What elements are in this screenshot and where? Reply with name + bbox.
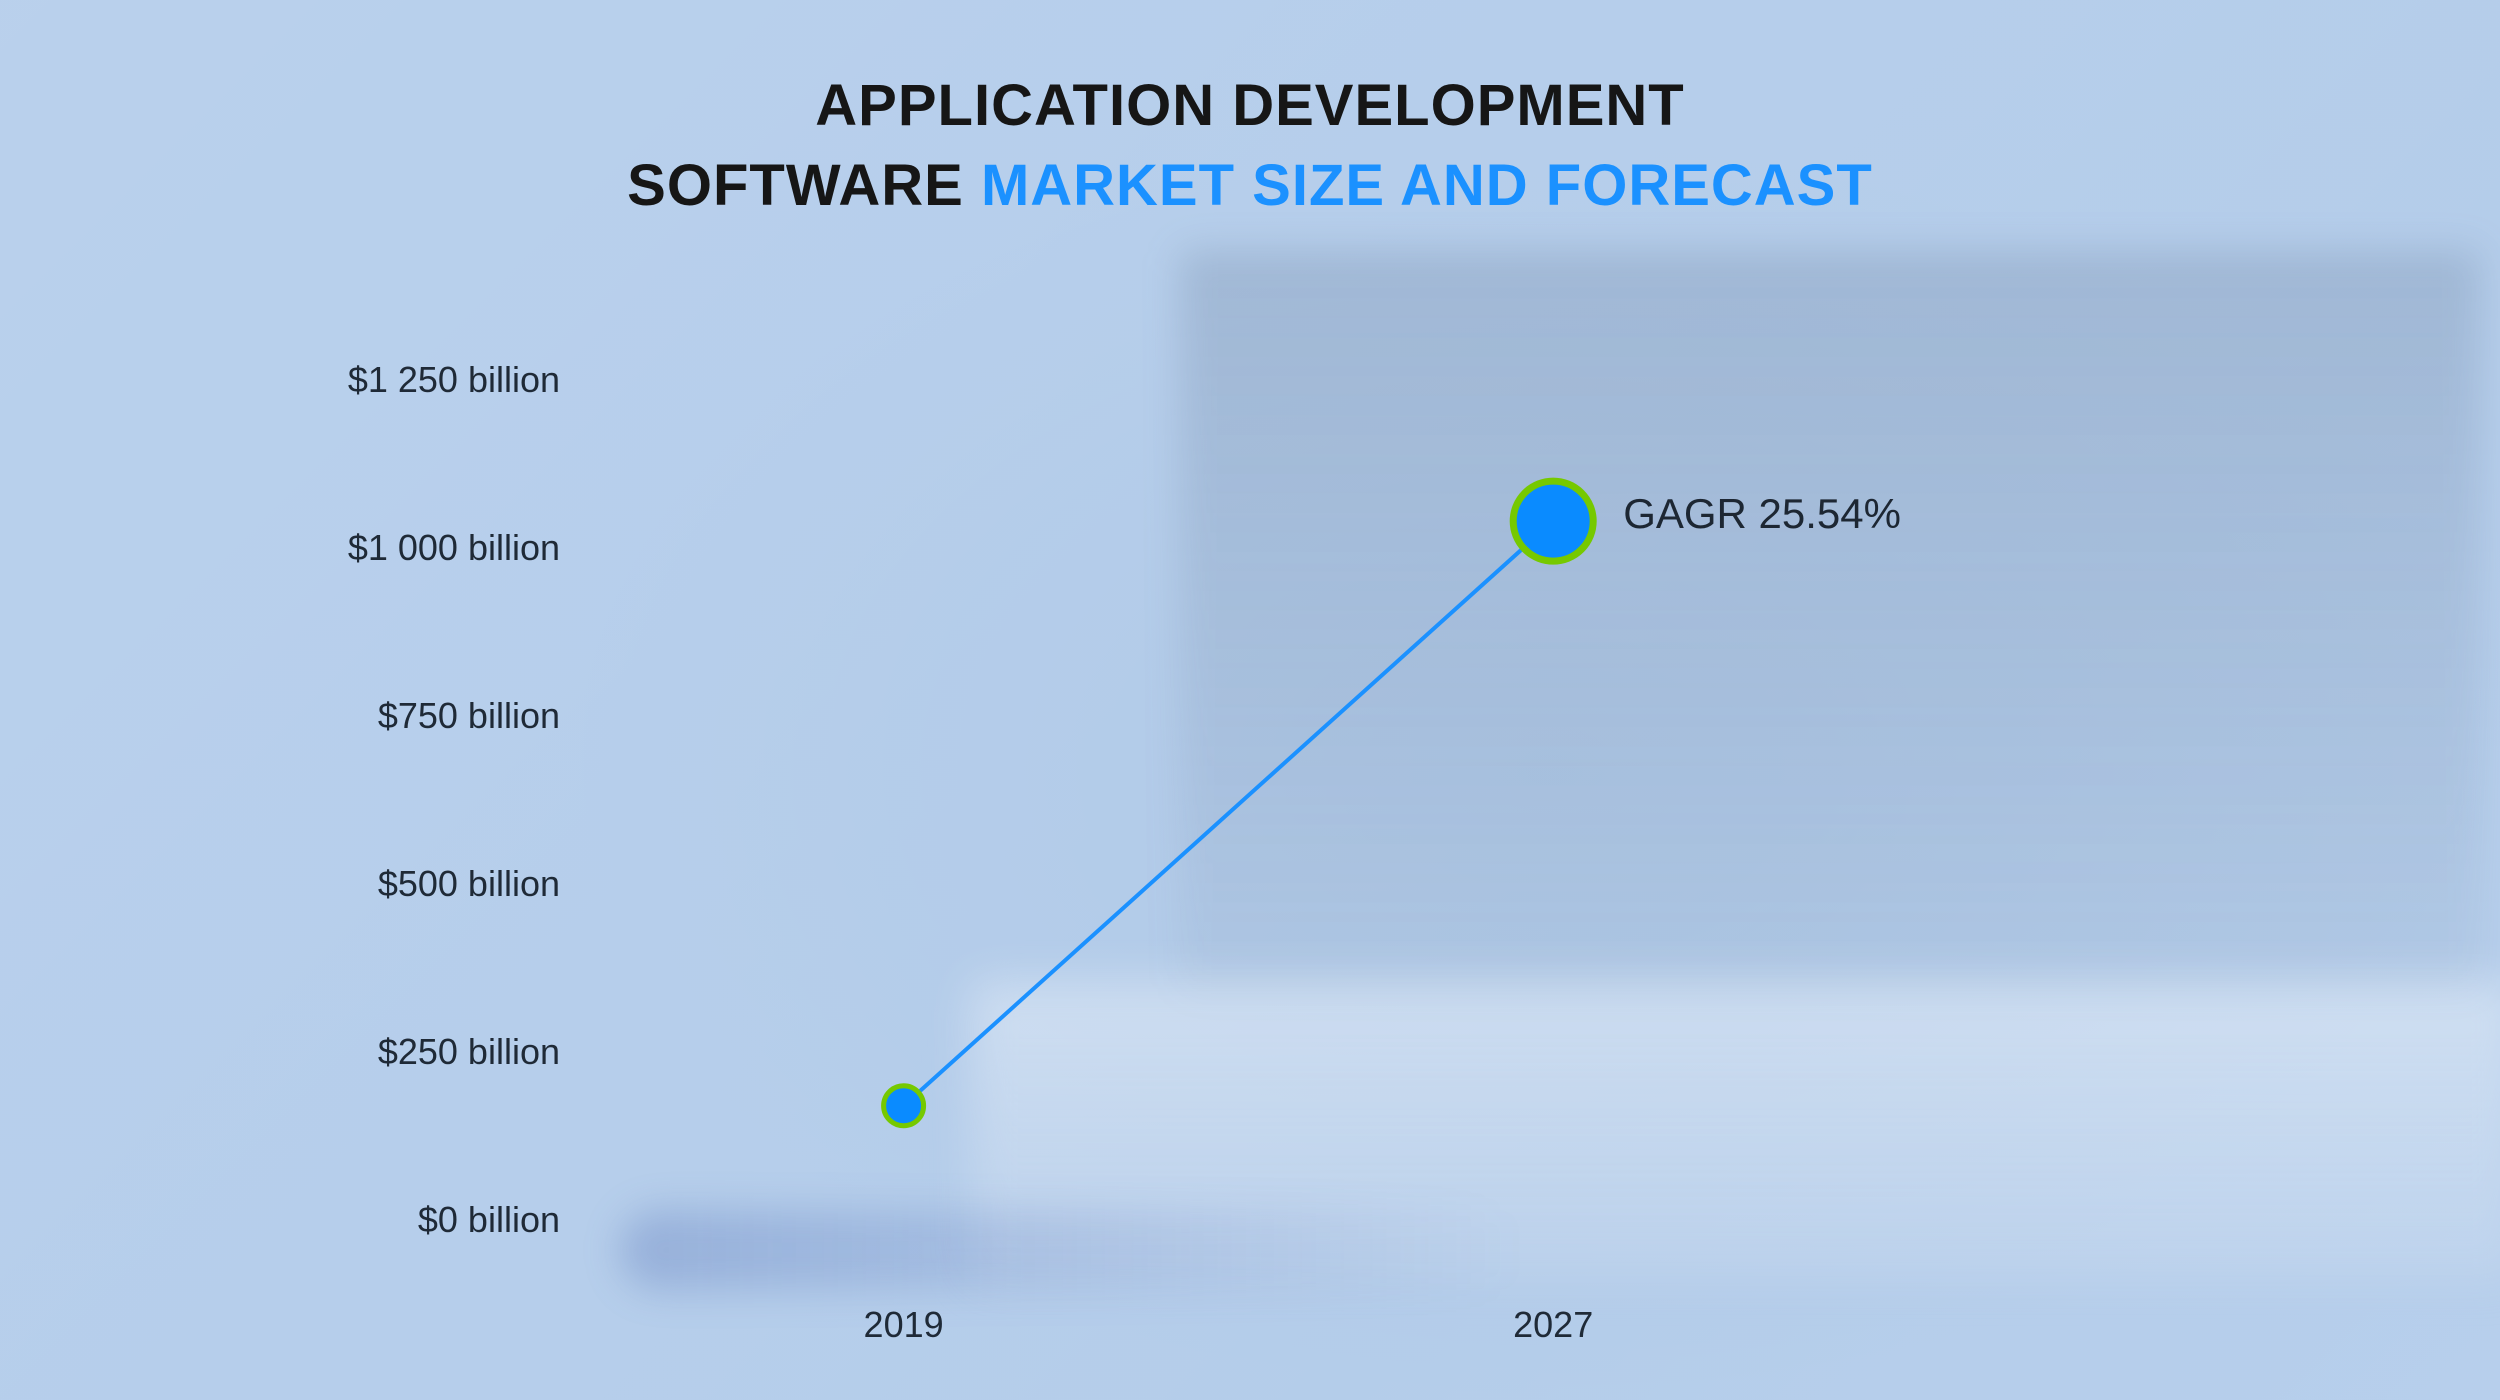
cagr-annotation: GAGR 25.54% bbox=[1623, 490, 1901, 538]
y-tick-label: $750 billion bbox=[378, 695, 560, 737]
y-tick-label: $1 000 billion bbox=[348, 527, 560, 569]
y-tick-label: $1 250 billion bbox=[348, 359, 560, 401]
y-tick-label: $250 billion bbox=[378, 1031, 560, 1073]
x-tick-label: 2019 bbox=[864, 1304, 944, 1346]
y-tick-label: $500 billion bbox=[378, 863, 560, 905]
title-line-2: SOFTWARE MARKET SIZE AND FORECAST bbox=[0, 152, 2500, 219]
backdrop-shape bbox=[620, 1210, 1520, 1290]
plot-svg bbox=[590, 380, 1710, 1220]
title-line-1: APPLICATION DEVELOPMENT bbox=[0, 72, 2500, 139]
y-axis-labels: $0 billion$250 billion$500 billion$750 b… bbox=[290, 380, 560, 1220]
x-tick-label: 2027 bbox=[1513, 1304, 1593, 1346]
y-tick-label: $0 billion bbox=[418, 1199, 560, 1241]
data-point bbox=[1513, 481, 1593, 561]
data-point bbox=[884, 1086, 924, 1126]
market-size-chart: $0 billion$250 billion$500 billion$750 b… bbox=[290, 380, 1740, 1220]
title-line-2-dark: SOFTWARE bbox=[627, 153, 981, 218]
trend-line bbox=[904, 521, 1554, 1106]
infographic-stage: APPLICATION DEVELOPMENT SOFTWARE MARKET … bbox=[0, 0, 2500, 1400]
plot-area: 20192027GAGR 25.54% bbox=[590, 380, 1710, 1220]
title-line-2-accent: MARKET SIZE AND FORECAST bbox=[981, 153, 1873, 218]
